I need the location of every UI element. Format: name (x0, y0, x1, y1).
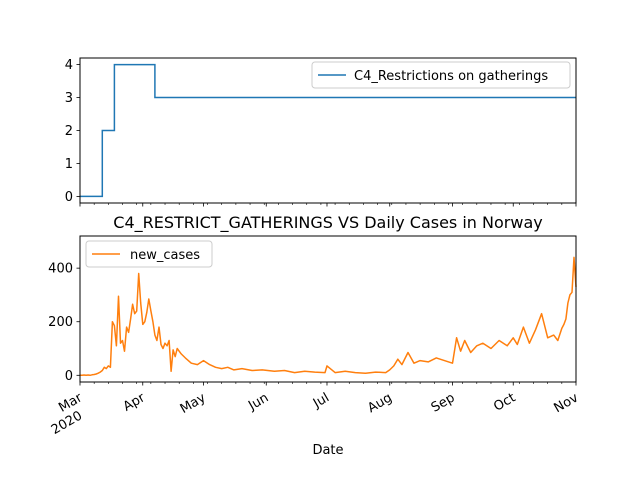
top-axes-frame (79, 57, 577, 204)
top-legend-box (311, 61, 571, 89)
y-tick-label: 400 (48, 262, 73, 277)
series-line-c4-restrictions (80, 63, 576, 198)
bottom-legend: new_cases (85, 240, 213, 268)
bottom-axes-frame (79, 235, 577, 383)
x-tick-label: Jul (310, 390, 332, 411)
y-tick-label: 0 (65, 369, 73, 384)
top-y-ticks: 0 1 2 3 4 (65, 58, 80, 205)
bottom-legend-box (85, 240, 213, 268)
y-tick-label: 4 (65, 58, 73, 73)
chart-title: C4_RESTRICT_GATHERINGS VS Daily Cases in… (113, 213, 542, 233)
bottom-y-ticks: 0 200 400 (48, 262, 80, 384)
y-tick-label: 200 (48, 315, 73, 330)
y-tick-label: 3 (65, 91, 73, 106)
series-line-new-cases (80, 256, 577, 377)
y-tick-label: 0 (65, 190, 73, 205)
y-tick-label: 2 (65, 124, 73, 139)
top-legend: C4_Restrictions on gatherings (311, 61, 571, 89)
bottom-subplot: C4_RESTRICT_GATHERINGS VS Daily Cases in… (48, 213, 581, 458)
x-axis-label: Date (312, 443, 343, 458)
y-tick-label: 1 (65, 157, 73, 172)
bottom-legend-label: new_cases (130, 248, 200, 263)
top-legend-label: C4_Restrictions on gatherings (354, 69, 548, 84)
top-subplot: 0 1 2 3 4 C4_Restrictions on gatherings (65, 57, 577, 207)
